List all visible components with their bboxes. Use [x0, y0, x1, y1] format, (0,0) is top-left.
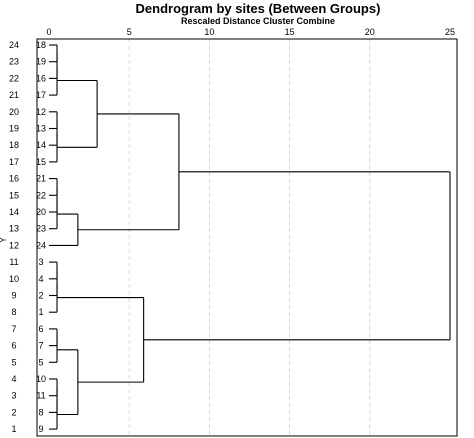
- leaf-case-label: 15: [36, 157, 46, 167]
- leaf-case-label: 23: [36, 224, 46, 234]
- leaf-case-label: 18: [36, 40, 46, 50]
- plot-frame: [36, 38, 458, 437]
- x-tick-label: 25: [445, 27, 455, 37]
- leaf-y-label: 9: [11, 291, 16, 301]
- leaf-y-label: 15: [9, 190, 19, 200]
- gridlines: [128, 39, 371, 436]
- x-tick-label: 20: [365, 27, 375, 37]
- leaf-y-label: 10: [9, 274, 19, 284]
- x-tick-label: 10: [204, 27, 214, 37]
- leaf-y-label: 14: [9, 207, 19, 217]
- leaf-y-label: 8: [11, 307, 16, 317]
- leaf-y-label: 18: [9, 140, 19, 150]
- leaf-case-label: 13: [36, 124, 46, 134]
- leaf-case-label: 21: [36, 174, 46, 184]
- leaf-case-label: 22: [36, 190, 46, 200]
- x-tick-label: 15: [285, 27, 295, 37]
- leaf-y-label: 20: [9, 107, 19, 117]
- leaf-case-label: 11: [36, 391, 45, 401]
- leaf-case-label: 1: [38, 307, 43, 317]
- leaf-case-label: 8: [38, 407, 43, 417]
- leaf-case-label: 14: [36, 140, 46, 150]
- leaf-case-label: 16: [36, 73, 46, 83]
- leaf-y-label: 1: [11, 424, 16, 434]
- leaf-y-label: 17: [9, 157, 19, 167]
- leaf-y-label: 21: [9, 90, 19, 100]
- leaf-y-label: 24: [9, 40, 19, 50]
- chart-subtitle: Rescaled Distance Cluster Combine: [181, 16, 335, 26]
- dendrogram-links: [49, 44, 451, 430]
- x-tick-label: 5: [127, 27, 132, 37]
- leaf-case-label: 24: [36, 240, 46, 250]
- x-tick-label: 0: [46, 27, 51, 37]
- leaf-y-label: 12: [9, 240, 19, 250]
- leaf-case-label: 9: [38, 424, 43, 434]
- x-axis-ticks: 0 5 10 15 20 25: [46, 27, 455, 37]
- leaf-y-label: 23: [9, 57, 19, 67]
- leaf-y-label: 19: [9, 124, 19, 134]
- leaf-y-label: 22: [9, 73, 19, 83]
- leaf-case-label: 2: [38, 291, 43, 301]
- leaf-case-label: 17: [36, 90, 46, 100]
- leaf-y-label: 3: [11, 391, 16, 401]
- leaf-y-label: 16: [9, 174, 19, 184]
- leaf-y-label: 6: [11, 341, 16, 351]
- leaf-case-label: 4: [38, 274, 43, 284]
- y-axis-label: Y: [0, 237, 8, 243]
- leaf-y-label: 4: [11, 374, 16, 384]
- chart-title: Dendrogram by sites (Between Groups): [136, 1, 381, 16]
- leaf-y-label: 13: [9, 224, 19, 234]
- leaf-y-label: 5: [11, 357, 16, 367]
- leaf-y-label: 2: [11, 407, 16, 417]
- leaf-case-label: 19: [36, 57, 46, 67]
- leaf-case-label: 5: [38, 357, 43, 367]
- leaf-case-label: 20: [36, 207, 46, 217]
- leaf-case-label: 6: [38, 324, 43, 334]
- leaf-case-label: 10: [36, 374, 46, 384]
- leaf-y-label: 7: [11, 324, 16, 334]
- leaf-case-label: 12: [36, 107, 46, 117]
- leaf-y-label: 11: [9, 257, 18, 267]
- leaf-case-label: 7: [38, 341, 43, 351]
- leaf-case-label: 3: [38, 257, 43, 267]
